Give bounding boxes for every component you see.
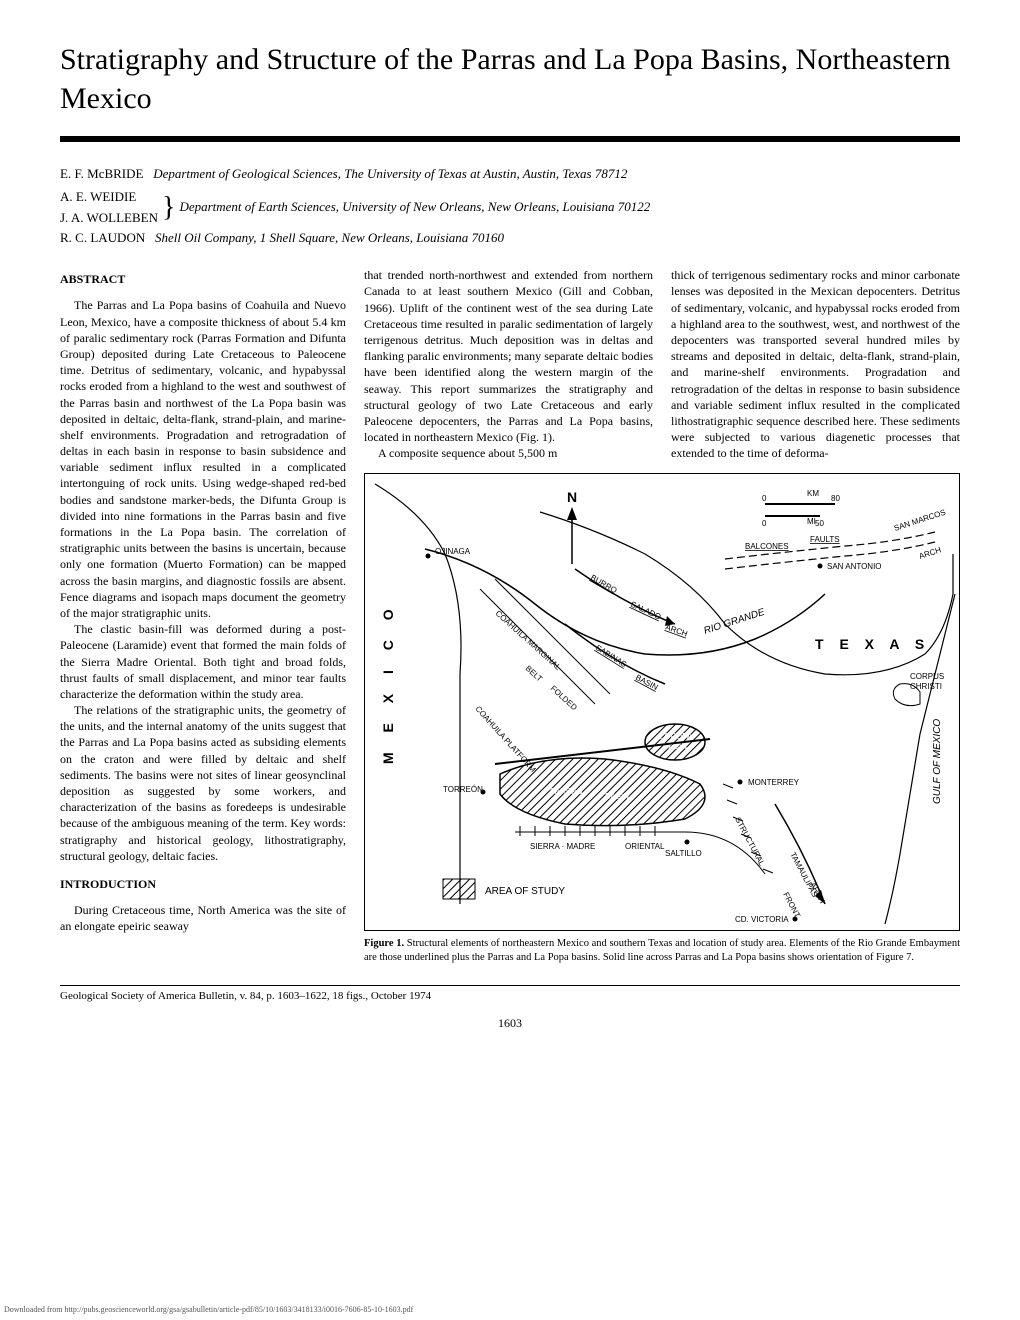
- burro-label: BURRO: [589, 573, 619, 595]
- arch-label: ARCH: [664, 623, 689, 639]
- ojinaga-label: OJINAGA: [435, 547, 471, 556]
- lapopa-label: LA POPA: [659, 732, 693, 741]
- sabinas-label: SABINAS: [594, 644, 628, 670]
- north-label: N: [567, 489, 577, 505]
- oriental-label: ORIENTAL: [625, 842, 665, 851]
- author-name-3: J. A. WOLLEBEN: [60, 208, 158, 229]
- author-block: E. F. McBRIDE Department of Geological S…: [60, 164, 960, 249]
- bracket-icon: }: [162, 194, 175, 222]
- abstract-p1: The Parras and La Popa basins of Coahuil…: [60, 297, 346, 621]
- arch2-label: ARCH: [918, 546, 943, 562]
- km-label: KM: [807, 489, 819, 498]
- page-number: 1603: [60, 1016, 960, 1031]
- parras-label: PARRAS: [550, 787, 582, 796]
- corpus-label: CORPUS: [910, 672, 944, 681]
- author-name-4: R. C. LAUDON: [60, 228, 145, 249]
- san-marcos-label: SAN MARCOS: [893, 508, 947, 533]
- mi50: 50: [815, 519, 824, 528]
- figure-1: N KM 0 80 MI 0 50 RIO GRANDE T E X: [364, 473, 960, 931]
- abstract-p3: The relations of the stratigraphic units…: [60, 702, 346, 864]
- author-line-4: R. C. LAUDON Shell Oil Company, 1 Shell …: [60, 228, 960, 249]
- mexico-label: M E X I C O: [380, 602, 396, 765]
- author-name-1: E. F. McBRIDE: [60, 164, 143, 185]
- intro-p3: A composite sequence about 5,500 m: [364, 445, 653, 461]
- san-antonio-label: SAN ANTONIO: [827, 562, 882, 571]
- author-line-1: E. F. McBRIDE Department of Geological S…: [60, 164, 960, 185]
- intro-p1: During Cretaceous time, North America wa…: [60, 902, 346, 934]
- legend-label: AREA OF STUDY: [485, 886, 565, 897]
- sierra-madre-label: SIERRA · MADRE: [530, 842, 595, 851]
- belt-label: BELT: [524, 664, 545, 684]
- column-2: that trended north-northwest and extende…: [364, 267, 653, 461]
- body-columns: ABSTRACT The Parras and La Popa basins o…: [60, 267, 960, 965]
- torreon-label: TORREÓN: [443, 785, 483, 794]
- figure-1-caption: Figure 1. Structural elements of northea…: [364, 937, 960, 964]
- right-columns: that trended north-northwest and extende…: [364, 267, 960, 965]
- author-bracket-group: A. E. WEIDIE J. A. WOLLEBEN } Department…: [60, 187, 960, 229]
- saltillo-label: SALTILLO: [665, 849, 702, 858]
- structural-label: STRUCTURAL: [733, 816, 766, 868]
- cd-victoria-label: CD. VICTORIA: [735, 915, 789, 924]
- title-rule: [60, 136, 960, 142]
- km0: 0: [762, 494, 767, 503]
- intro-heading: INTRODUCTION: [60, 876, 346, 892]
- folded-label: FOLDED: [549, 684, 579, 713]
- abstract-heading: ABSTRACT: [60, 271, 346, 287]
- figure-1-caption-text: Structural elements of northeastern Mexi…: [364, 938, 960, 963]
- christi-label: CHRISTI: [910, 682, 942, 691]
- author-aff-23: Department of Earth Sciences, University…: [179, 197, 650, 218]
- coahuila-marginal-label: COAHUILA MARGINAL: [494, 609, 563, 673]
- intro-p2: that trended north-northwest and extende…: [364, 267, 653, 445]
- mi0: 0: [762, 519, 767, 528]
- column-1: ABSTRACT The Parras and La Popa basins o…: [60, 267, 346, 965]
- author-name-2: A. E. WEIDIE: [60, 187, 158, 208]
- monterrey-label: MONTERREY: [748, 778, 800, 787]
- balcones-label: BALCONES: [745, 542, 789, 551]
- basin2-label: BASIN: [605, 792, 629, 801]
- faults-label: FAULTS: [810, 535, 840, 544]
- figure-1-caption-bold: Figure 1.: [364, 938, 404, 949]
- download-note: Downloaded from http://pubs.geosciencewo…: [4, 1305, 413, 1314]
- figure-1-svg: N KM 0 80 MI 0 50 RIO GRANDE T E X: [365, 474, 960, 931]
- abstract-p2: The clastic basin-fill was deformed duri…: [60, 621, 346, 702]
- intro-p4: thick of terrigenous sedimentary rocks a…: [671, 267, 960, 461]
- column-3: thick of terrigenous sedimentary rocks a…: [671, 267, 960, 461]
- article-title: Stratigraphy and Structure of the Parras…: [60, 40, 960, 118]
- km80: 80: [831, 494, 840, 503]
- footer-rule: [60, 985, 960, 986]
- salado-label: SALADO: [629, 600, 662, 622]
- footer-citation: Geological Society of America Bulletin, …: [60, 990, 960, 1002]
- author-aff-4: Shell Oil Company, 1 Shell Square, New O…: [155, 230, 504, 245]
- texas-label: T E X A S: [815, 636, 930, 652]
- gulf-label: GULF OF MEXICO: [932, 719, 943, 804]
- author-aff-1: Department of Geological Sciences, The U…: [153, 166, 627, 181]
